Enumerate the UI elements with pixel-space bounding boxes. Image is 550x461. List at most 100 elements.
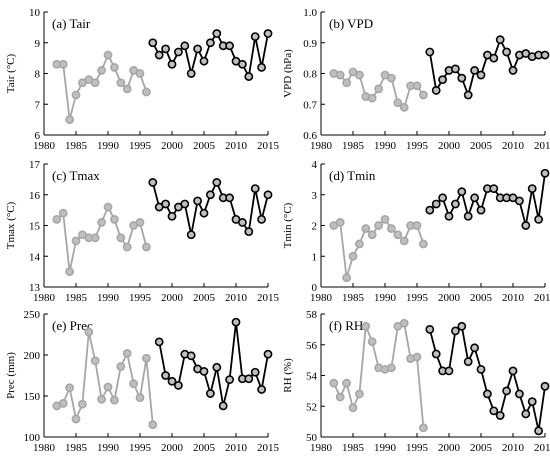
y-tick-label: 17 — [29, 159, 41, 171]
x-tick-label: 1990 — [374, 140, 397, 152]
x-tick-label: 1995 — [406, 292, 429, 304]
y-tick-label: 16 — [29, 190, 41, 202]
x-tick-label: 2000 — [161, 442, 184, 454]
data-point — [457, 187, 467, 197]
series-line-early — [56, 331, 154, 425]
data-point — [348, 403, 358, 413]
x-tick-label: 2000 — [438, 140, 461, 152]
data-point — [399, 318, 409, 328]
y-axis-label: Tmax (°C) — [5, 201, 17, 249]
y-axis-label: Prec (mm) — [5, 352, 17, 399]
x-tick-label: 1980 — [33, 292, 56, 304]
data-point — [84, 327, 94, 337]
data-point — [399, 236, 409, 246]
chart-panel-4: 1980 1985 1990 1995 2000 2005 2010 2015 0 1 2 3 4 Tmi… — [282, 159, 550, 304]
data-point — [502, 47, 511, 57]
y-tick-label: 200 — [24, 350, 41, 362]
data-point — [527, 397, 537, 407]
x-tick-label: 1980 — [33, 140, 56, 152]
data-point — [457, 73, 467, 83]
data-point — [540, 381, 550, 391]
data-point — [71, 90, 81, 100]
x-tick-label: 1985 — [342, 292, 365, 304]
chart-panel-3: 1980 1985 1990 1995 2000 2005 2010 2015 13 14 15 16… — [5, 159, 280, 304]
data-point — [97, 218, 106, 227]
data-point — [173, 380, 183, 390]
data-point — [418, 423, 428, 433]
data-point — [386, 363, 396, 373]
x-tick-label: 2005 — [193, 442, 216, 454]
data-point — [342, 78, 351, 88]
y-axis-label: VPD (hPa) — [282, 49, 294, 98]
data-point — [180, 41, 190, 51]
data-point — [161, 44, 170, 54]
data-point — [205, 389, 215, 398]
x-tick-label: 2000 — [438, 442, 461, 454]
x-tick-label: 2015 — [257, 140, 280, 152]
data-point — [534, 214, 543, 224]
data-point — [193, 44, 202, 54]
x-tick-label: 1990 — [97, 140, 120, 152]
data-point — [148, 420, 158, 430]
data-point — [167, 376, 177, 386]
data-point — [412, 221, 422, 230]
data-point — [354, 239, 364, 249]
data-point — [418, 90, 428, 100]
data-point — [367, 337, 377, 347]
data-point — [250, 184, 260, 193]
y-tick-label: 54 — [306, 371, 318, 383]
data-point — [450, 326, 460, 336]
series-line-early — [332, 321, 425, 428]
x-tick-label: 2005 — [470, 292, 493, 304]
x-tick-label: 2015 — [534, 140, 550, 152]
y-tick-label: 58 — [306, 309, 318, 321]
data-point — [116, 362, 126, 371]
data-point — [476, 364, 486, 374]
data-point — [90, 233, 100, 243]
data-point — [527, 184, 537, 193]
x-tick-label: 1985 — [65, 442, 88, 454]
data-point — [199, 208, 209, 218]
data-point — [205, 38, 215, 48]
data-point — [482, 389, 492, 399]
data-point — [225, 375, 234, 384]
panel-title: (e) Prec — [52, 318, 93, 333]
data-point — [103, 50, 113, 60]
data-point — [58, 398, 68, 408]
data-point — [393, 230, 403, 240]
data-point — [97, 66, 106, 75]
x-tick-label: 2010 — [225, 442, 248, 454]
y-tick-label: 15 — [29, 221, 41, 233]
data-point — [263, 349, 273, 359]
data-point — [540, 168, 550, 178]
data-point — [71, 414, 81, 424]
x-tick-label: 1995 — [406, 140, 429, 152]
y-tick-label: 8 — [35, 69, 41, 81]
panel-title: (c) Tmax — [52, 168, 100, 183]
y-tick-label: 10 — [29, 7, 41, 19]
panel-title: (d) Tmin — [329, 168, 376, 183]
data-point — [116, 78, 126, 88]
data-point — [521, 221, 531, 230]
x-tick-label: 2005 — [470, 140, 493, 152]
x-tick-label: 2005 — [470, 442, 493, 454]
data-point — [470, 343, 479, 353]
data-point — [329, 378, 339, 388]
y-tick-label: 150 — [24, 391, 41, 403]
data-point — [470, 66, 479, 75]
data-point — [218, 401, 228, 411]
data-point — [470, 193, 479, 203]
data-point — [374, 84, 383, 94]
data-point — [393, 98, 403, 108]
data-point — [380, 214, 390, 224]
data-point — [237, 59, 247, 69]
x-tick-label: 2000 — [438, 292, 461, 304]
data-point — [122, 348, 132, 358]
data-point — [374, 221, 383, 230]
x-tick-label: 1990 — [374, 442, 397, 454]
data-point — [65, 267, 74, 277]
y-axis-label: RH (%) — [282, 358, 294, 393]
data-point — [431, 199, 441, 209]
data-point — [450, 199, 460, 209]
x-tick-label: 1990 — [97, 292, 120, 304]
